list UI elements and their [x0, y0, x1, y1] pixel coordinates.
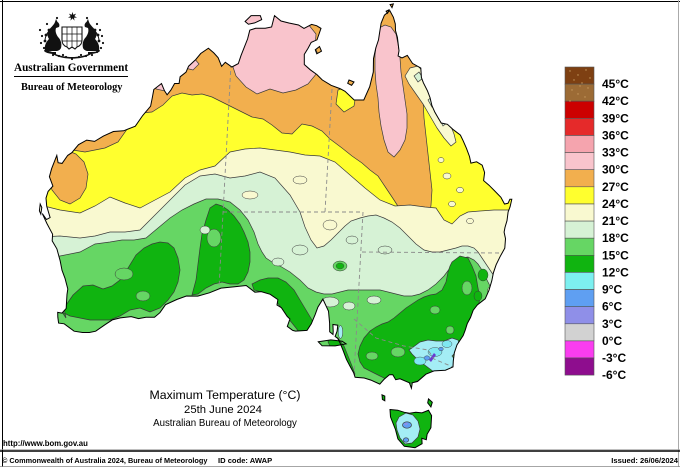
- svg-text:42°C: 42°C: [602, 94, 629, 108]
- svg-text:25th June 2024: 25th June 2024: [184, 404, 262, 416]
- svg-text:Bureau of Meteorology: Bureau of Meteorology: [21, 82, 123, 93]
- svg-text:3°C: 3°C: [602, 317, 622, 331]
- svg-text:-6°C: -6°C: [602, 368, 626, 382]
- svg-text:9°C: 9°C: [602, 283, 622, 297]
- svg-text:33°C: 33°C: [602, 146, 629, 160]
- svg-text:27°C: 27°C: [602, 180, 629, 194]
- svg-text:0°C: 0°C: [602, 334, 622, 348]
- svg-text:24°C: 24°C: [602, 197, 629, 211]
- svg-text:21°C: 21°C: [602, 214, 629, 228]
- svg-text:36°C: 36°C: [602, 129, 629, 143]
- svg-text:Issued: 26/06/2024: Issued: 26/06/2024: [611, 456, 678, 465]
- svg-text:6°C: 6°C: [602, 300, 622, 314]
- svg-text:ID code: AWAP: ID code: AWAP: [218, 456, 272, 465]
- svg-text:Maximum Temperature (°C): Maximum Temperature (°C): [150, 388, 301, 402]
- svg-text:Australian Bureau of Meteorolo: Australian Bureau of Meteorology: [153, 418, 297, 429]
- svg-text:Australian Government: Australian Government: [14, 62, 128, 74]
- svg-text:30°C: 30°C: [602, 163, 629, 177]
- svg-text:15°C: 15°C: [602, 248, 629, 262]
- svg-text:39°C: 39°C: [602, 111, 629, 125]
- svg-text:12°C: 12°C: [602, 265, 629, 279]
- svg-text:-3°C: -3°C: [602, 351, 626, 365]
- svg-text:18°C: 18°C: [602, 231, 629, 245]
- svg-text:http://www.bom.gov.au: http://www.bom.gov.au: [3, 439, 88, 448]
- svg-text:45°C: 45°C: [602, 77, 629, 91]
- svg-text:© Commonwealth of Australia 20: © Commonwealth of Australia 2024, Bureau…: [2, 456, 208, 465]
